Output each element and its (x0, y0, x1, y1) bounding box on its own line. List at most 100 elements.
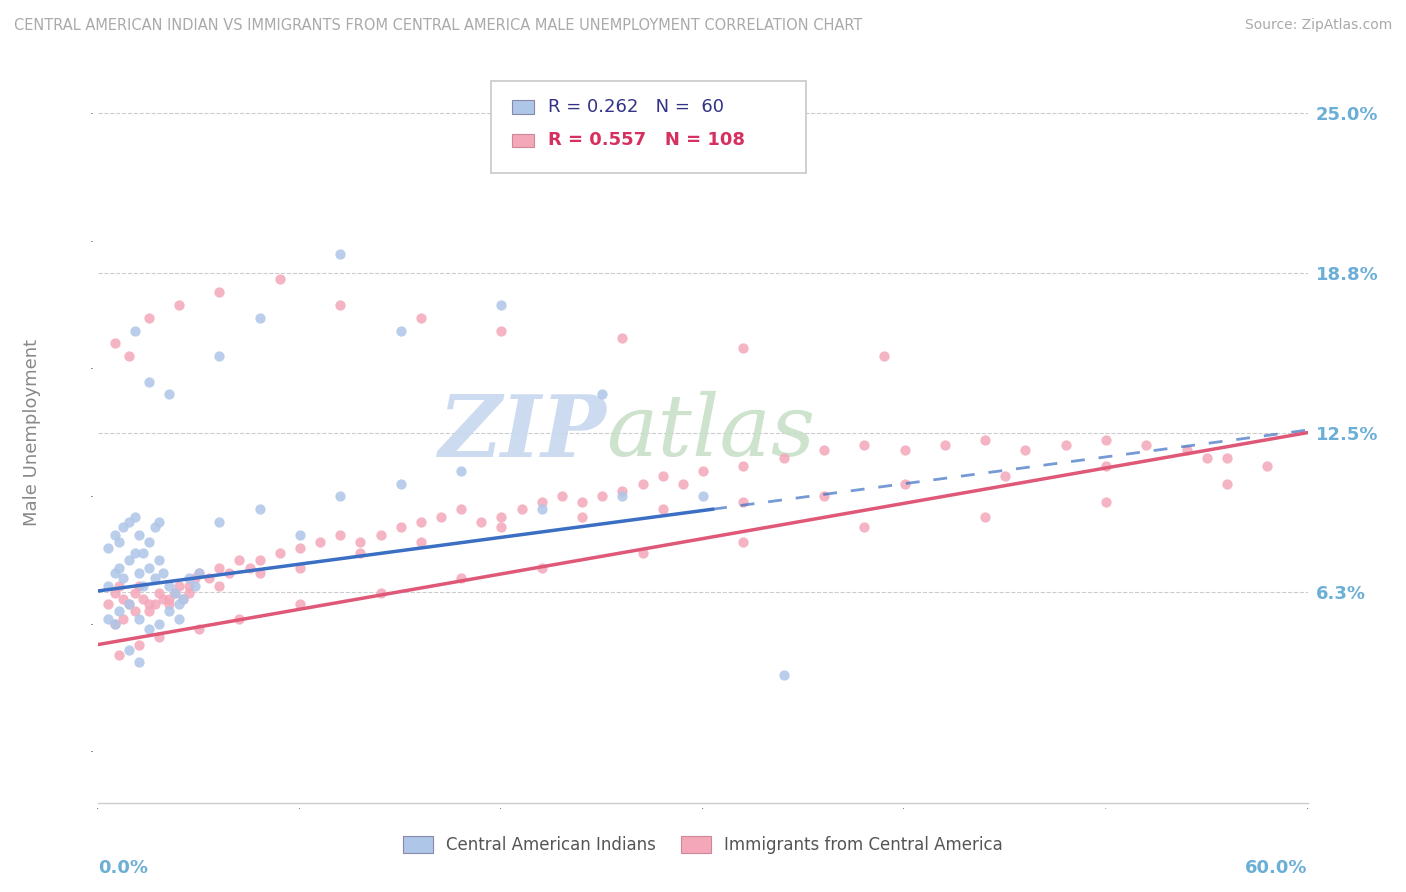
Point (138, 597, 160, 611)
Point (208, 561, 231, 575)
Point (107, 579, 129, 593)
Point (612, 331, 634, 345)
Point (184, 571, 207, 585)
Point (167, 612, 190, 626)
Point (138, 310, 160, 325)
Point (148, 515, 170, 529)
Point (118, 515, 141, 529)
Point (138, 535, 160, 549)
Point (179, 586, 201, 600)
FancyBboxPatch shape (512, 134, 534, 147)
Point (148, 630, 170, 644)
Point (118, 349, 141, 363)
Point (631, 476, 654, 491)
Point (107, 648, 129, 662)
Point (128, 566, 150, 580)
Point (208, 349, 231, 363)
Point (157, 597, 180, 611)
Point (491, 324, 513, 338)
Point (208, 285, 231, 300)
Text: R = 0.262   N =  60: R = 0.262 N = 60 (548, 98, 724, 116)
Point (118, 642, 141, 657)
Point (163, 586, 186, 600)
Text: Source: ZipAtlas.com: Source: ZipAtlas.com (1244, 18, 1392, 32)
Point (97, 541, 120, 555)
Point (179, 579, 201, 593)
Point (389, 520, 412, 534)
Point (813, 443, 835, 458)
Point (974, 434, 997, 448)
Point (143, 520, 166, 534)
Point (288, 541, 311, 555)
Point (188, 622, 211, 636)
Point (157, 579, 180, 593)
Point (172, 591, 194, 606)
Point (288, 561, 311, 575)
Point (218, 566, 240, 580)
Point (430, 509, 453, 524)
Point (103, 527, 125, 541)
Point (853, 520, 876, 534)
Point (530, 561, 553, 575)
Point (409, 310, 432, 325)
Point (152, 566, 174, 580)
Point (530, 494, 553, 508)
Point (111, 612, 134, 626)
Point (1175, 443, 1198, 458)
Point (148, 617, 170, 632)
Point (813, 490, 835, 504)
Point (107, 535, 129, 549)
Point (138, 622, 160, 636)
Point (409, 535, 432, 549)
Text: 60.0%: 60.0% (1246, 859, 1308, 877)
Point (309, 535, 332, 549)
FancyBboxPatch shape (512, 100, 534, 113)
Point (128, 579, 150, 593)
Point (389, 476, 412, 491)
Point (128, 612, 150, 626)
Point (143, 597, 166, 611)
Point (107, 604, 129, 618)
Point (491, 509, 513, 524)
Point (1195, 451, 1218, 466)
Point (934, 438, 956, 452)
Point (128, 656, 150, 670)
Point (651, 469, 673, 483)
Point (269, 546, 291, 560)
Point (370, 586, 392, 600)
Point (184, 579, 207, 593)
Point (118, 597, 141, 611)
Point (208, 579, 231, 593)
Point (733, 342, 755, 356)
Point (873, 349, 896, 363)
Point (329, 298, 352, 312)
Text: ZIP: ZIP (439, 391, 606, 475)
Point (97, 597, 120, 611)
Legend: Central American Indians, Immigrants from Central America: Central American Indians, Immigrants fro… (396, 830, 1010, 861)
Point (111, 591, 134, 606)
Point (167, 597, 190, 611)
Point (249, 566, 271, 580)
Text: 0.0%: 0.0% (98, 859, 149, 877)
Point (179, 571, 201, 585)
Point (128, 638, 150, 652)
Point (138, 604, 160, 618)
Point (370, 527, 392, 541)
Point (97, 612, 120, 626)
Point (132, 579, 155, 593)
Point (612, 490, 634, 504)
Point (571, 509, 593, 524)
Point (1095, 494, 1118, 508)
Point (269, 272, 291, 286)
Point (571, 494, 593, 508)
Point (198, 571, 221, 585)
Point (1216, 451, 1239, 466)
Point (389, 324, 412, 338)
Point (228, 612, 250, 626)
Point (111, 571, 134, 585)
Point (1135, 438, 1157, 452)
Point (491, 520, 513, 534)
Point (167, 298, 190, 312)
Point (672, 476, 695, 491)
FancyBboxPatch shape (492, 81, 806, 173)
